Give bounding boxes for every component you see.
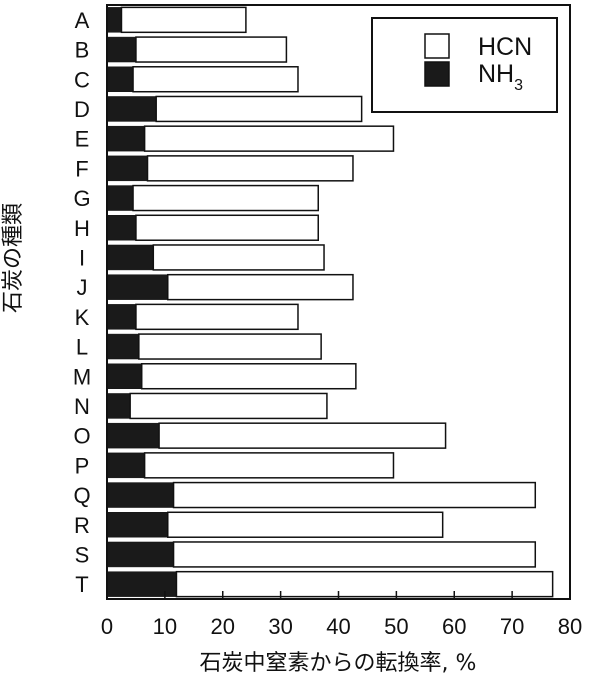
bar-nh3-s [106,541,174,568]
bar-nh3-j [106,274,169,300]
bar-nh3-e [106,125,145,152]
bar-nh3-f [106,155,148,182]
x-axis-title: 石炭中窒素からの転換率, % [200,651,477,676]
bar-hcn-o [158,422,447,449]
category-label-r: R [74,513,90,538]
x-tick-label-80: 80 [558,614,582,639]
legend-swatch-nh3 [424,61,450,87]
category-label-g: G [73,186,90,211]
y-axis-title: 石炭の種類 [1,203,26,313]
category-label-a: A [75,8,90,33]
category-label-m: M [73,364,91,389]
category-label-q: Q [73,483,90,508]
bar-hcn-d [155,95,363,123]
bars-layer [106,6,554,598]
bar-nh3-b [106,36,137,63]
category-label-f: F [75,156,88,181]
bar-hcn-m [140,363,357,390]
bar-nh3-a [106,7,122,33]
bar-nh3-g [106,185,134,211]
bar-nh3-o [106,422,160,449]
legend: HCN NH3 [371,17,558,113]
x-tick-label-20: 20 [211,614,235,639]
bar-nh3-l [106,333,140,360]
category-label-t: T [75,572,88,597]
bar-hcn-n [129,392,328,420]
x-tick-label-60: 60 [442,614,466,639]
x-tick-label-0: 0 [101,614,113,639]
bar-nh3-q [106,482,174,508]
bar-nh3-t [106,571,177,597]
bar-hcn-e [143,125,395,152]
bar-hcn-s [172,541,537,568]
bar-nh3-p [106,452,145,479]
bar-hcn-b [135,36,288,63]
category-label-p: P [75,453,90,478]
bar-hcn-t [175,570,554,598]
category-label-i: I [79,245,85,270]
category-label-o: O [73,424,90,449]
bar-hcn-k [135,303,299,331]
x-tick-label-50: 50 [384,614,408,639]
category-label-j: J [77,275,88,300]
legend-label-nh3-sub: 3 [514,77,523,94]
category-label-c: C [74,67,90,92]
bar-nh3-d [106,96,157,122]
bar-hcn-h [135,214,319,241]
bar-nh3-c [106,66,134,92]
legend-swatch-hcn [424,33,450,59]
bar-hcn-f [146,155,354,182]
category-label-h: H [74,216,90,241]
category-label-b: B [75,38,90,63]
bar-nh3-n [106,393,131,419]
x-ticks: 0 10 20 30 40 50 60 70 80 [101,591,582,639]
bar-nh3-k [106,304,137,330]
category-label-e: E [75,127,90,152]
category-label-l: L [76,335,88,360]
bar-hcn-j [167,273,354,301]
bar-hcn-q [172,481,537,509]
bar-hcn-i [152,244,325,271]
x-tick-label-40: 40 [326,614,350,639]
category-label-d: D [74,97,90,122]
category-label-s: S [75,542,90,567]
bar-nh3-r [106,512,169,538]
bar-nh3-m [106,363,142,389]
bar-hcn-g [132,184,319,212]
x-tick-label-70: 70 [500,614,524,639]
plot-frame [106,4,571,600]
bar-hcn-l [138,333,322,360]
x-tick-label-30: 30 [268,614,292,639]
bar-nh3-h [106,215,137,241]
bar-hcn-p [143,452,395,479]
category-label-k: K [75,305,90,330]
legend-box [371,17,558,113]
bar-nh3-i [106,244,154,271]
legend-label-nh3: NH3 [478,60,523,94]
bar-hcn-c [132,66,299,93]
legend-label-nh3-main: NH [478,60,514,88]
legend-label-hcn: HCN [478,33,532,61]
category-label-n: N [74,394,90,419]
x-tick-label-10: 10 [153,614,177,639]
bar-hcn-r [167,511,444,538]
bar-hcn-a [120,6,247,34]
